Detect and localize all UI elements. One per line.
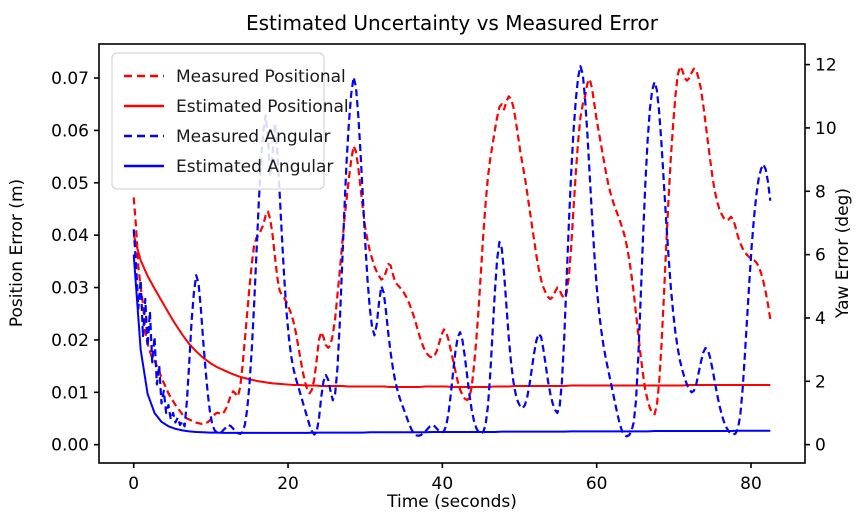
data-series-layer	[132, 65, 772, 438]
y-tick-label: 0.03	[51, 279, 89, 299]
legend-label-3[interactable]: Estimated Angular	[176, 157, 333, 177]
y2-tick-label: 0	[815, 436, 826, 456]
y-tick-label: 0.02	[51, 331, 89, 351]
y-tick-label: 0.06	[51, 121, 89, 141]
x-tick-label: 0	[128, 474, 139, 494]
y-tick-label: 0.00	[51, 436, 89, 456]
legend-label-1[interactable]: Estimated Positional	[176, 97, 349, 117]
y-tick-label: 0.01	[51, 383, 89, 403]
plot-frame	[98, 43, 806, 464]
axis-ticks-layer: 0 20 40 60 800.000.010.020.030.040.050.060.0…	[51, 56, 837, 494]
series-line-0	[132, 65, 772, 425]
x-tick-label: 40	[432, 474, 454, 494]
legend-label-2[interactable]: Measured Angular	[176, 127, 331, 147]
x-axis-label: Time (seconds)	[386, 492, 517, 512]
y2-tick-label: 2	[815, 372, 826, 392]
y-tick-label: 0.07	[51, 69, 89, 89]
y2-axis-label: Yaw Error (deg)	[833, 188, 853, 319]
legend-label-0[interactable]: Measured Positional	[176, 67, 346, 87]
legend-box	[111, 52, 325, 190]
y-tick-label: 0.05	[51, 174, 89, 194]
y-tick-label: 0.04	[51, 226, 89, 246]
x-tick-label: 60	[586, 474, 608, 494]
series-line-3	[132, 254, 771, 434]
x-tick-label: 20	[277, 474, 299, 494]
chart-legend[interactable]: Measured Positional Estimated Positional M…	[111, 52, 349, 190]
y2-tick-label: 12	[815, 56, 837, 76]
y2-tick-label: 8	[815, 182, 826, 202]
y2-tick-label: 10	[815, 119, 837, 139]
y2-tick-label: 4	[815, 309, 826, 329]
y2-tick-label: 6	[815, 246, 826, 266]
x-tick-label: 80	[740, 474, 762, 494]
chart-title: Estimated Uncertainty vs Measured Error	[246, 11, 659, 35]
y-axis-label: Position Error (m)	[7, 179, 27, 327]
series-line-1	[132, 234, 771, 389]
